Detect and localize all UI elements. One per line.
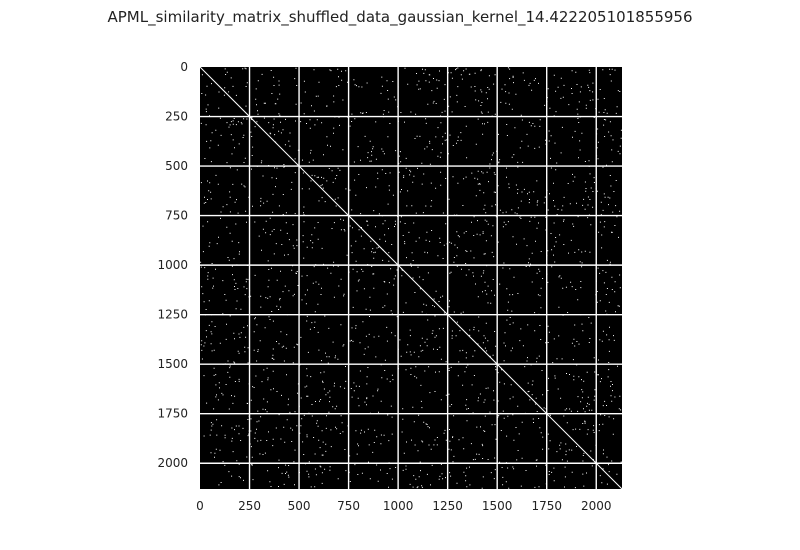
- y-tick-label-250: 250: [165, 110, 188, 124]
- y-tick-label-750: 750: [165, 209, 188, 223]
- x-tick-label-1500: 1500: [482, 499, 513, 513]
- chart-title: APML_similarity_matrix_shuffled_data_gau…: [108, 8, 693, 27]
- diagonal-line: [199, 66, 623, 490]
- x-tick-label-500: 500: [288, 499, 311, 513]
- x-tick-label-1000: 1000: [383, 499, 414, 513]
- y-tick-label-1750: 1750: [157, 407, 188, 421]
- x-tick-label-0: 0: [196, 499, 204, 513]
- x-tick-label-750: 750: [337, 499, 360, 513]
- x-axis: 0 250 500 750 1000 1250 1500 1750 2000: [196, 499, 611, 513]
- x-tick-label-1750: 1750: [531, 499, 562, 513]
- y-tick-label-1250: 1250: [157, 308, 188, 322]
- x-tick-label-2000: 2000: [581, 499, 612, 513]
- x-tick-label-250: 250: [238, 499, 261, 513]
- x-tick-label-1250: 1250: [432, 499, 463, 513]
- y-tick-label-500: 500: [165, 159, 188, 173]
- y-tick-label-2000: 2000: [157, 456, 188, 470]
- y-tick-label-1000: 1000: [157, 258, 188, 272]
- grid-lines: [200, 67, 622, 489]
- y-tick-label-0: 0: [180, 60, 188, 74]
- y-tick-label-1500: 1500: [157, 357, 188, 371]
- y-axis: 0 250 500 750 1000 1250 1500 1750 2000: [157, 60, 188, 470]
